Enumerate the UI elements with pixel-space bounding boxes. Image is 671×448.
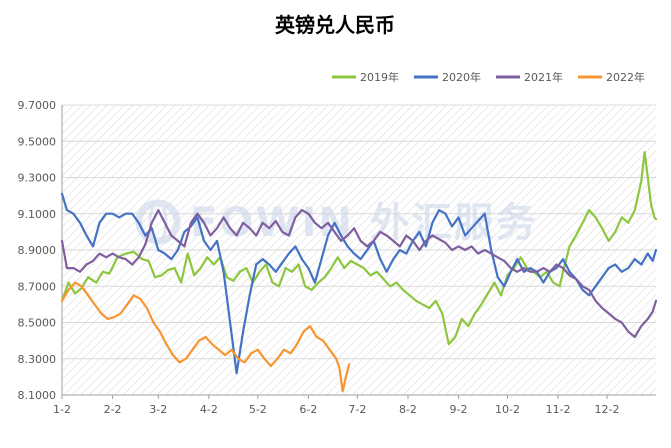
x-tick-label: 10-2	[495, 403, 520, 416]
series-line-4	[60, 281, 351, 393]
legend-item-3: 2021年	[496, 70, 563, 84]
legend-item-1: 2019年	[332, 70, 399, 84]
x-tick-label: 8-2	[399, 403, 417, 416]
legend-label: 2019年	[360, 70, 399, 84]
y-tick-label: 9.7000	[18, 99, 57, 112]
legend-label: 2020年	[442, 70, 481, 84]
x-tick-label: 5-2	[249, 403, 267, 416]
x-tick-label: 4-2	[200, 403, 218, 416]
x-tick-label: 1-2	[53, 403, 71, 416]
y-tick-label: 8.7000	[18, 280, 57, 293]
x-tick-label: 9-2	[450, 403, 468, 416]
y-tick-label: 9.5000	[18, 135, 57, 148]
legend-label: 2022年	[606, 70, 645, 84]
y-tick-label: 8.9000	[18, 244, 57, 257]
legend-item-4: 2022年	[578, 70, 645, 84]
x-tick-label: 7-2	[348, 403, 366, 416]
y-tick-label: 8.5000	[18, 317, 57, 330]
y-tick-label: 8.1000	[18, 389, 57, 402]
globe-meridian-icon	[148, 201, 168, 243]
y-tick-label: 9.3000	[18, 172, 57, 185]
x-tick-label: 6-2	[299, 403, 317, 416]
legend-label: 2021年	[524, 70, 563, 84]
x-tick-label: 3-2	[149, 403, 167, 416]
legend-item-2: 2020年	[414, 70, 481, 84]
series-line-3	[60, 209, 658, 339]
x-tick-label: 12-2	[595, 403, 620, 416]
chart-title: 英镑兑人民币	[275, 13, 395, 37]
y-tick-label: 9.1000	[18, 208, 57, 221]
y-tick-label: 8.3000	[18, 353, 57, 366]
x-tick-label: 11-2	[546, 403, 571, 416]
x-tick-label: 2-2	[104, 403, 122, 416]
watermark-text: FOWIN 外汇服务	[190, 200, 538, 246]
series-line-2	[60, 192, 658, 375]
series-line-1	[60, 151, 658, 346]
